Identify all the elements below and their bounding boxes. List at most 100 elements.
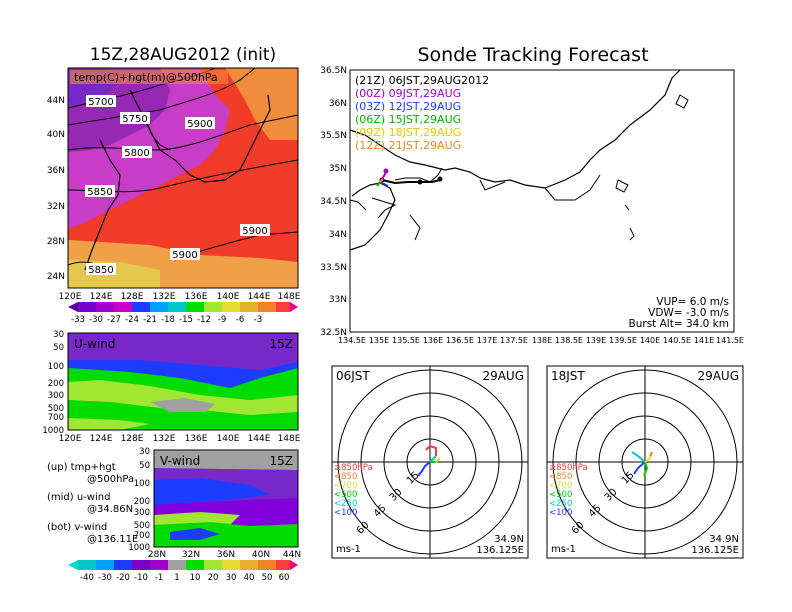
tick-label: 32N (47, 202, 65, 212)
tick-label: 34N (329, 230, 347, 240)
colorbar-label: 10 (190, 573, 201, 583)
tick-label: 33N (329, 295, 347, 305)
colorbar-label: -3 (254, 315, 262, 325)
temp-colorbar-labels: -33 -30 -27 -24 -21 -18 -15 -12 -9 -6 -3 (71, 315, 262, 325)
colorbar-label: 50 (262, 573, 273, 583)
tick-label: 28N (47, 237, 65, 247)
tick-label: 500 (48, 404, 64, 414)
tick-label: 128E (121, 434, 144, 444)
tick-label: 124E (90, 434, 113, 444)
tick-label: 40N (47, 130, 65, 140)
u-wind-p-ticks: 30 50 100 200 300 500 700 1000 (42, 330, 64, 436)
tick-label: 120E (59, 434, 82, 444)
colorbar-label: -9 (218, 315, 226, 325)
tick-label: 141E (694, 336, 714, 345)
colorbar-label: -30 (98, 573, 112, 583)
top-panel-label: temp(C)+hgt(m)@500hPa (74, 71, 218, 84)
level-legend: <850 (334, 472, 357, 482)
u-wind-section: U-wind 15Z (67, 332, 299, 431)
hodo-right-lat: 34.9N (709, 534, 739, 545)
level-legend: <500 (334, 490, 357, 500)
tick-label: 28N (148, 550, 166, 560)
level-legend: <700 (334, 481, 357, 491)
temp-colorbar (68, 302, 298, 312)
tick-label: 36N (217, 550, 235, 560)
tick-label: 144E (248, 434, 271, 444)
temp-map: 5700 5750 5800 5850 5900 5900 5900 5850 … (67, 67, 299, 289)
tracking-title: Sonde Tracking Forecast (417, 44, 648, 66)
tick-label: 700 (48, 413, 64, 423)
contour-label: 5700 (88, 97, 113, 108)
tick-label: 36N (47, 166, 65, 176)
level-legend: <700 (549, 481, 572, 491)
v-wind-section: V-wind 15Z (153, 449, 299, 548)
tick-label: 128E (121, 292, 144, 302)
v-wind-time: 15Z (270, 454, 294, 468)
tick-label: 137.5E (500, 336, 528, 345)
hodo-left-time: 06JST (336, 369, 370, 383)
tick-label: 33.5N (320, 263, 347, 273)
level-legend: <100 (334, 508, 357, 518)
colorbar-label: -18 (161, 315, 175, 325)
hodo-left-lat: 34.9N (494, 534, 524, 545)
hodo-left-date: 29AUG (482, 369, 524, 383)
colorbar-label: -6 (236, 315, 244, 325)
tick-label: 36N (329, 99, 347, 109)
colorbar-label: -24 (125, 315, 139, 325)
hodograph-left: 06JST 29AUG 15 30 45 60 ≥850hPa <850 <70… (331, 365, 529, 559)
tick-label: 30 (139, 447, 150, 457)
colorbar-label: 30 (226, 573, 237, 583)
u-wind-label: U-wind (74, 337, 115, 351)
tick-label: 136E (185, 434, 208, 444)
tick-label: 35.5N (320, 131, 347, 141)
panel-notes: (up) tmp+hgt @500hPa (mid) u-wind @34.86… (47, 462, 138, 545)
colorbar-label: -10 (134, 573, 148, 583)
tick-label: 1000 (128, 543, 150, 553)
level-legend: <250 (549, 499, 572, 509)
tick-label: 100 (48, 362, 64, 372)
contour-label: 5850 (87, 187, 112, 198)
tick-label: 300 (134, 508, 150, 518)
legend-entry-00z: (00Z) 09JST,29AUG (355, 87, 461, 100)
tick-label: 30 (53, 330, 64, 340)
tick-label: 132E (153, 292, 176, 302)
tick-label: 100 (134, 479, 150, 489)
tick-label: 50 (139, 461, 150, 471)
contour-label: 5850 (88, 265, 113, 276)
colorbar-label: -21 (143, 315, 157, 325)
tick-label: 140E (217, 434, 240, 444)
colorbar-label: 20 (208, 573, 219, 583)
colorbar-label: -1 (155, 573, 163, 583)
colorbar-label: 60 (279, 573, 290, 583)
tick-label: 140E (217, 292, 240, 302)
hodo-right-time: 18JST (551, 369, 585, 383)
tick-label: 34.5N (320, 197, 347, 207)
tick-label: 135E (369, 336, 389, 345)
colorbar-label: -20 (116, 573, 130, 583)
legend-entry-06z: (06Z) 15JST,29AUG (355, 113, 461, 126)
tick-label: 141.5E (716, 336, 744, 345)
level-legend: <100 (549, 508, 572, 518)
top-lat-ticks: 44N 40N 36N 32N 28N 24N (47, 96, 65, 282)
note-mid-2: @34.86N (87, 504, 133, 515)
tick-label: 300 (48, 391, 64, 401)
tick-label: 44N (283, 550, 301, 560)
hodo-right-date: 29AUG (697, 369, 739, 383)
tick-label: 132E (153, 434, 176, 444)
v-wind-label: V-wind (160, 454, 200, 468)
tick-label: 148E (278, 434, 301, 444)
legend-entry-12z: (12Z) 21JST,29AUG (355, 139, 461, 152)
contour-label: 5900 (242, 226, 267, 237)
legend-entry-03z: (03Z) 12JST,29AUG (355, 100, 461, 113)
note-bot-2: @136.11E (87, 534, 138, 545)
colorbar-label: -12 (197, 315, 211, 325)
level-legend: <500 (549, 490, 572, 500)
note-mid-1: (mid) u-wind (47, 492, 110, 503)
level-legend: ≥850hPa (549, 463, 588, 473)
colorbar-label: -30 (89, 315, 103, 325)
tracking-lon-ticks: 134.5E 135E 135.5E 136E 136.5E 137E 137.… (338, 336, 744, 345)
contour-labels: 5700 5750 5800 5850 5900 5900 5900 5850 (85, 95, 270, 276)
level-legend: <250 (334, 499, 357, 509)
tick-label: 500 (134, 521, 150, 531)
tick-label: 120E (59, 292, 82, 302)
